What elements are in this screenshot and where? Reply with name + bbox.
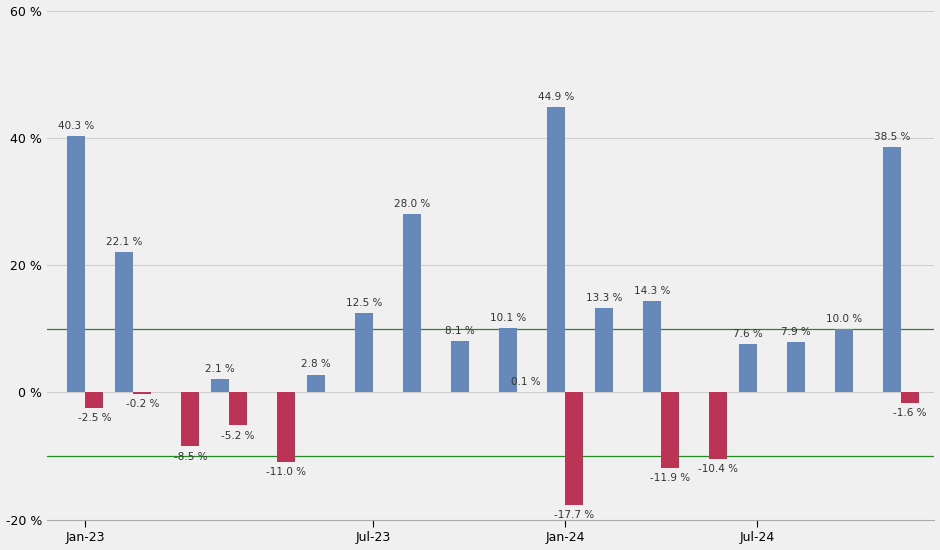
Bar xyxy=(499,328,517,392)
Text: -2.5 %: -2.5 % xyxy=(77,414,111,424)
Bar xyxy=(787,342,805,392)
Text: -10.4 %: -10.4 % xyxy=(698,464,738,474)
Text: 7.6 %: 7.6 % xyxy=(733,329,762,339)
Text: 40.3 %: 40.3 % xyxy=(58,121,94,131)
Text: 28.0 %: 28.0 % xyxy=(394,199,431,209)
Text: -11.9 %: -11.9 % xyxy=(650,473,690,483)
Text: -11.0 %: -11.0 % xyxy=(266,468,306,477)
Text: 22.1 %: 22.1 % xyxy=(106,236,142,246)
Bar xyxy=(595,308,613,392)
Text: -8.5 %: -8.5 % xyxy=(174,452,207,461)
Text: 14.3 %: 14.3 % xyxy=(634,287,670,296)
Bar xyxy=(211,379,229,392)
Text: 44.9 %: 44.9 % xyxy=(538,91,574,102)
Bar xyxy=(565,392,583,505)
Text: 7.9 %: 7.9 % xyxy=(781,327,810,337)
Bar xyxy=(306,375,325,392)
Text: 8.1 %: 8.1 % xyxy=(445,326,475,336)
Bar xyxy=(547,107,565,392)
Bar xyxy=(229,392,247,426)
Bar xyxy=(403,214,421,392)
Text: -1.6 %: -1.6 % xyxy=(893,408,927,417)
Text: 10.0 %: 10.0 % xyxy=(825,314,862,323)
Text: -0.2 %: -0.2 % xyxy=(126,399,159,409)
Bar xyxy=(354,313,373,392)
Bar xyxy=(901,392,919,403)
Text: 2.1 %: 2.1 % xyxy=(205,364,235,374)
Text: 38.5 %: 38.5 % xyxy=(873,133,910,142)
Bar xyxy=(643,301,661,392)
Bar xyxy=(709,392,728,459)
Text: 13.3 %: 13.3 % xyxy=(586,293,622,303)
Bar xyxy=(883,147,901,392)
Bar xyxy=(451,341,469,392)
Bar xyxy=(277,392,295,463)
Bar xyxy=(86,392,103,408)
Text: 0.1 %: 0.1 % xyxy=(511,377,540,387)
Bar xyxy=(67,136,86,392)
Bar xyxy=(739,344,757,392)
Text: 12.5 %: 12.5 % xyxy=(346,298,383,308)
Text: -17.7 %: -17.7 % xyxy=(554,510,594,520)
Bar xyxy=(133,392,151,394)
Bar xyxy=(661,392,680,468)
Bar xyxy=(115,252,133,392)
Text: 10.1 %: 10.1 % xyxy=(490,313,526,323)
Text: -5.2 %: -5.2 % xyxy=(222,431,255,441)
Text: 2.8 %: 2.8 % xyxy=(301,360,331,370)
Bar xyxy=(835,329,853,392)
Bar xyxy=(181,392,199,447)
